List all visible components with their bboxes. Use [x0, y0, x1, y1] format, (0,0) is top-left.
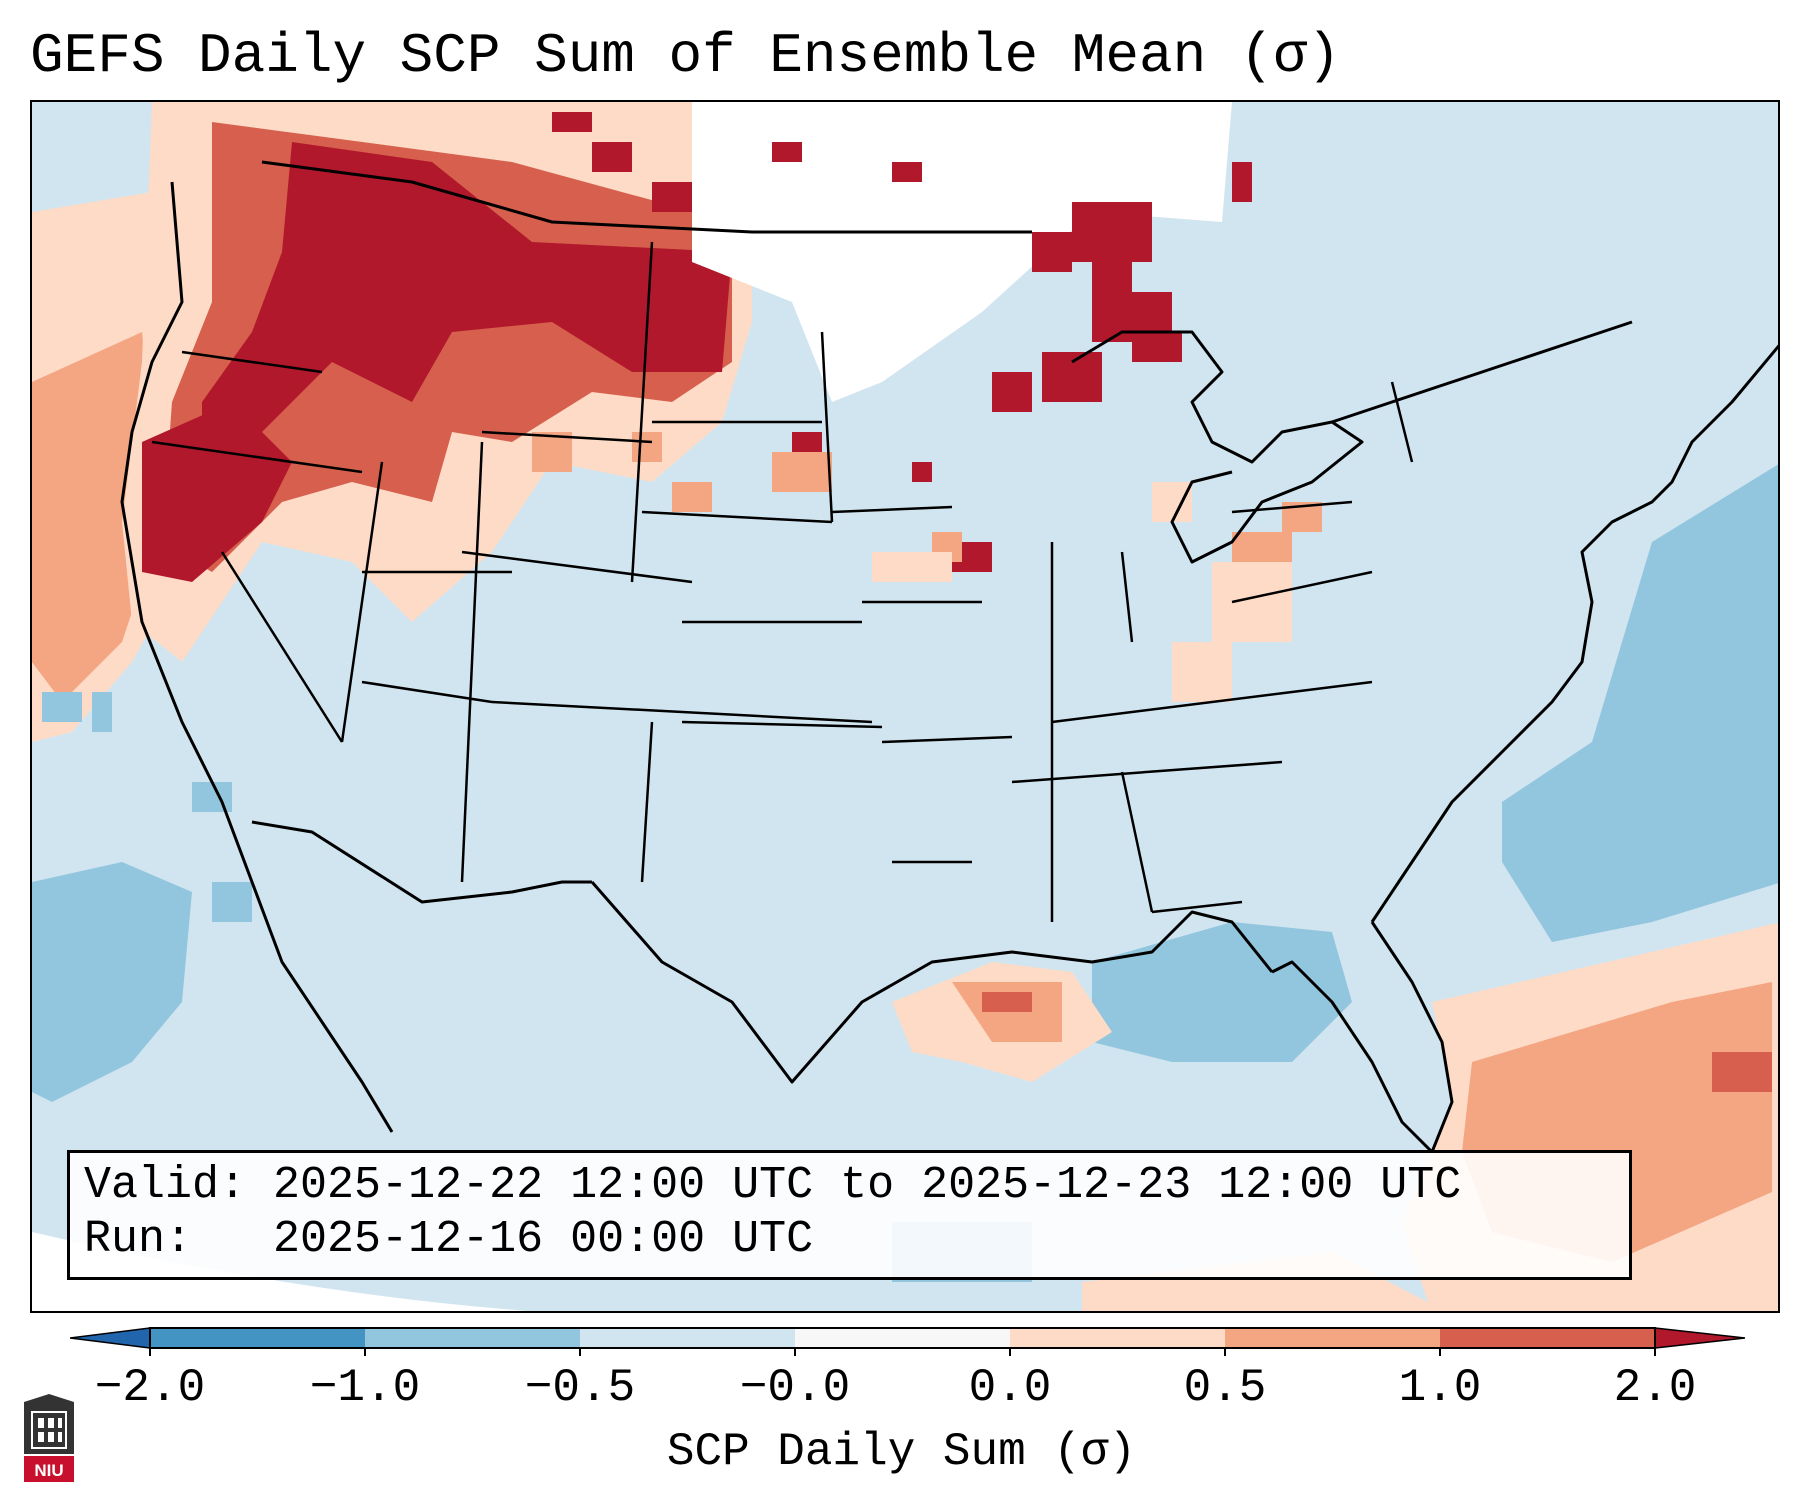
colorbar-tick-label: −0.0: [739, 1362, 851, 1414]
colorbar-tick-label: −1.0: [309, 1362, 421, 1414]
map-canvas: [32, 102, 1778, 1311]
wy-north-border: [481, 430, 653, 444]
colorbar-segment: [150, 1328, 365, 1348]
colorbar-label: SCP Daily Sum (σ): [666, 1426, 1137, 1478]
colorbar-segment: [1225, 1328, 1440, 1348]
colorbar-segment: [1440, 1328, 1655, 1348]
coastline-and-borders: [120, 160, 1778, 1154]
ga-fl-border: [1151, 900, 1243, 914]
caribbean-strong-spot: [1712, 1052, 1772, 1092]
mo-ar-border: [881, 735, 1013, 744]
vt-nh-border: [1390, 381, 1414, 463]
logo-text: NIU: [34, 1461, 63, 1480]
gulf-coast-strong-spot: [982, 992, 1032, 1012]
in-oh-border: [1120, 551, 1134, 643]
tn-south-border: [1011, 760, 1283, 784]
mexico-border: [251, 820, 592, 904]
colorbar-tick-label: 0.0: [968, 1362, 1052, 1414]
mn-west-border: [820, 331, 834, 523]
run-time: 2025-12-16 00:00 UTC: [273, 1214, 814, 1265]
atlantic-negative-field: [1502, 464, 1778, 942]
ia-mn-border: [831, 505, 953, 514]
gulf-coast: [590, 881, 1274, 1084]
gulf-negative-field: [1092, 922, 1352, 1062]
map-panel: [30, 100, 1780, 1313]
valid-time-range: 2025-12-22 12:00 UTC to 2025-12-23 12:00…: [273, 1160, 1462, 1211]
valid-run-info-box: Valid: 2025-12-22 12:00 UTC to 2025-12-2…: [67, 1150, 1632, 1280]
midwest-slight-positive: [872, 482, 1292, 702]
wy-co-border: [461, 550, 693, 584]
canada-border-east: [1331, 320, 1633, 424]
wa-or-border: [181, 350, 323, 374]
northwest-extreme-field: [202, 142, 732, 482]
niu-logo: NIU: [24, 1394, 74, 1482]
ks-ok-border: [681, 720, 883, 729]
pa-ny-border: [1231, 500, 1353, 514]
canada-border-west: [261, 160, 1032, 234]
west-coast: [120, 181, 394, 1133]
colorbar: [70, 1327, 1746, 1356]
al-ga-border: [1120, 771, 1154, 913]
colorbar-outline: [149, 1327, 1656, 1349]
co-nm-border: [491, 700, 873, 724]
ca-nv-border: [220, 551, 344, 743]
sd-ne-border: [641, 510, 833, 524]
colorbar-segment: [365, 1328, 580, 1348]
colorbar-extend-high: [1654, 1327, 1746, 1349]
pa-md-border: [1231, 570, 1373, 604]
projection-edge: [32, 1232, 529, 1311]
plains-scattered-moderate: [532, 432, 1322, 572]
run-label: Run:: [84, 1214, 193, 1265]
logo-banner: [24, 1456, 74, 1482]
or-ca-border: [151, 440, 363, 474]
colorbar-tick-label: 1.0: [1398, 1362, 1482, 1414]
pacific-south-negative-field: [32, 862, 192, 1102]
colorbar-extend-low: [70, 1327, 151, 1349]
mt-nd-border: [630, 241, 654, 583]
colorbar-segment: [580, 1328, 795, 1348]
colorbar-segment: [795, 1328, 1010, 1348]
colorbar-tick-label: 0.5: [1183, 1362, 1267, 1414]
colorbar-tick-label: −0.5: [524, 1362, 636, 1414]
nv-ut-border: [340, 461, 384, 743]
ut-co-border: [460, 441, 484, 883]
ky-tn-border: [1051, 680, 1373, 724]
colorbar-segment: [1010, 1328, 1225, 1348]
chart-title: GEFS Daily SCP Sum of Ensemble Mean (σ): [30, 24, 1341, 88]
pacific-coast-moderate-field: [32, 332, 162, 702]
east-coast: [1370, 344, 1778, 923]
canada-neutral-field: [692, 102, 1232, 402]
valid-label: Valid:: [84, 1160, 247, 1211]
state-borders: [151, 241, 1414, 922]
ut-az-border: [361, 680, 493, 704]
colorbar-tick-label: 2.0: [1613, 1362, 1697, 1414]
florida: [1271, 921, 1454, 1154]
colorbar-tick-label: −2.0: [94, 1362, 206, 1414]
nm-tx-border: [640, 721, 654, 883]
